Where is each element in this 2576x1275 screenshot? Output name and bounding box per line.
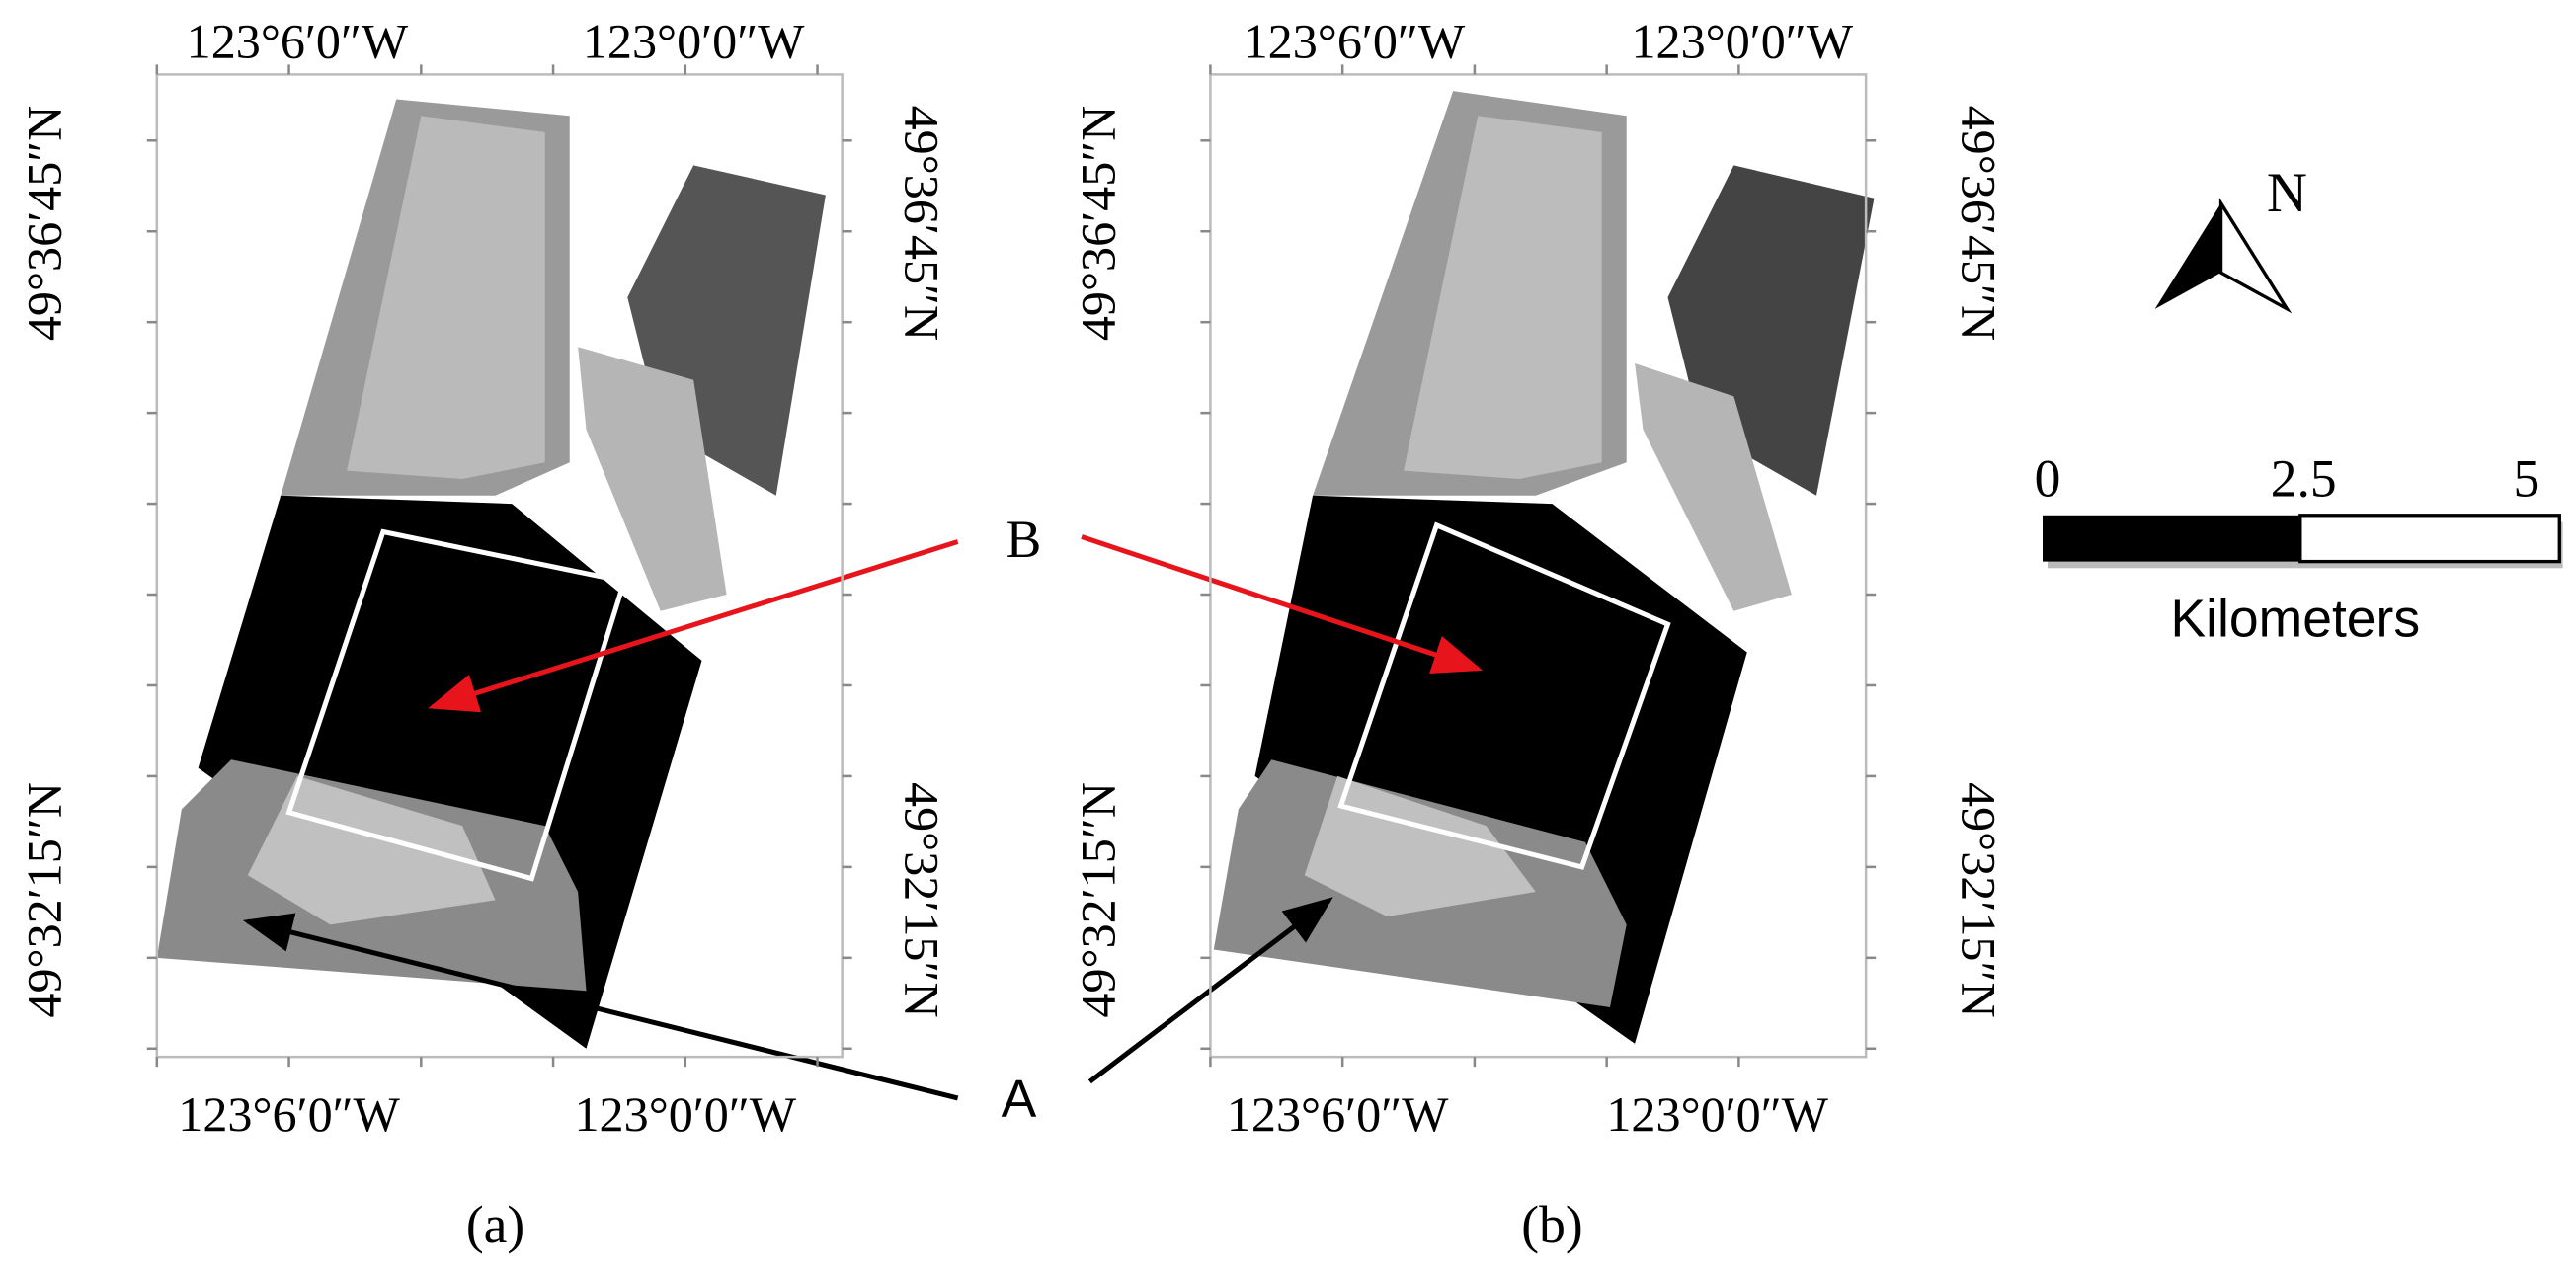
left-coord-label: 49°36′45″N [1070, 106, 1125, 342]
map-frame [1209, 73, 1868, 1059]
panel-caption: (b) [1521, 1195, 1582, 1254]
left-coord-label: 49°32′15″N [1070, 782, 1125, 1018]
annotation-b: B [1006, 510, 1042, 569]
right-coord-label: 49°36′45″N [894, 106, 949, 342]
scale-label: 2.5 [2271, 448, 2337, 508]
right-coord-label: 49°36′45″N [1951, 106, 2006, 342]
bottom-coord-label: 123°0′0″W [1606, 1086, 1828, 1142]
bottom-coord-label: 123°6′0″W [1227, 1086, 1449, 1142]
arrow-b-a [428, 539, 959, 713]
right-coord-label: 49°32′15″N [894, 782, 949, 1018]
panel-caption: (a) [466, 1195, 524, 1254]
scale-unit: Kilometers [2170, 591, 2420, 649]
scale-label: 5 [2513, 448, 2539, 508]
top-coord-label: 123°6′0″W [187, 14, 409, 69]
arrow-b-b [1081, 534, 1484, 675]
top-coord-label: 123°0′0″W [1631, 14, 1853, 69]
top-coord-label: 123°0′0″W [583, 14, 805, 69]
scale-label: 0 [2035, 448, 2061, 508]
right-coord-label: 49°32′15″N [1951, 782, 2006, 1018]
left-coord-label: 49°32′15″N [17, 782, 72, 1018]
north-arrow [2154, 197, 2293, 314]
annotation-a: A [1002, 1071, 1037, 1129]
arrow-a-a [242, 913, 959, 1101]
north-label: N [2267, 162, 2307, 224]
bottom-coord-label: 123°6′0″W [178, 1086, 400, 1142]
bottom-coord-label: 123°0′0″W [574, 1086, 796, 1142]
map-frame [155, 73, 844, 1059]
raster-b [1213, 91, 1875, 1044]
top-coord-label: 123°6′0″W [1244, 14, 1466, 69]
left-coord-label: 49°36′45″N [17, 106, 72, 342]
raster-a [156, 99, 826, 1049]
scale-bar [2043, 514, 2563, 569]
